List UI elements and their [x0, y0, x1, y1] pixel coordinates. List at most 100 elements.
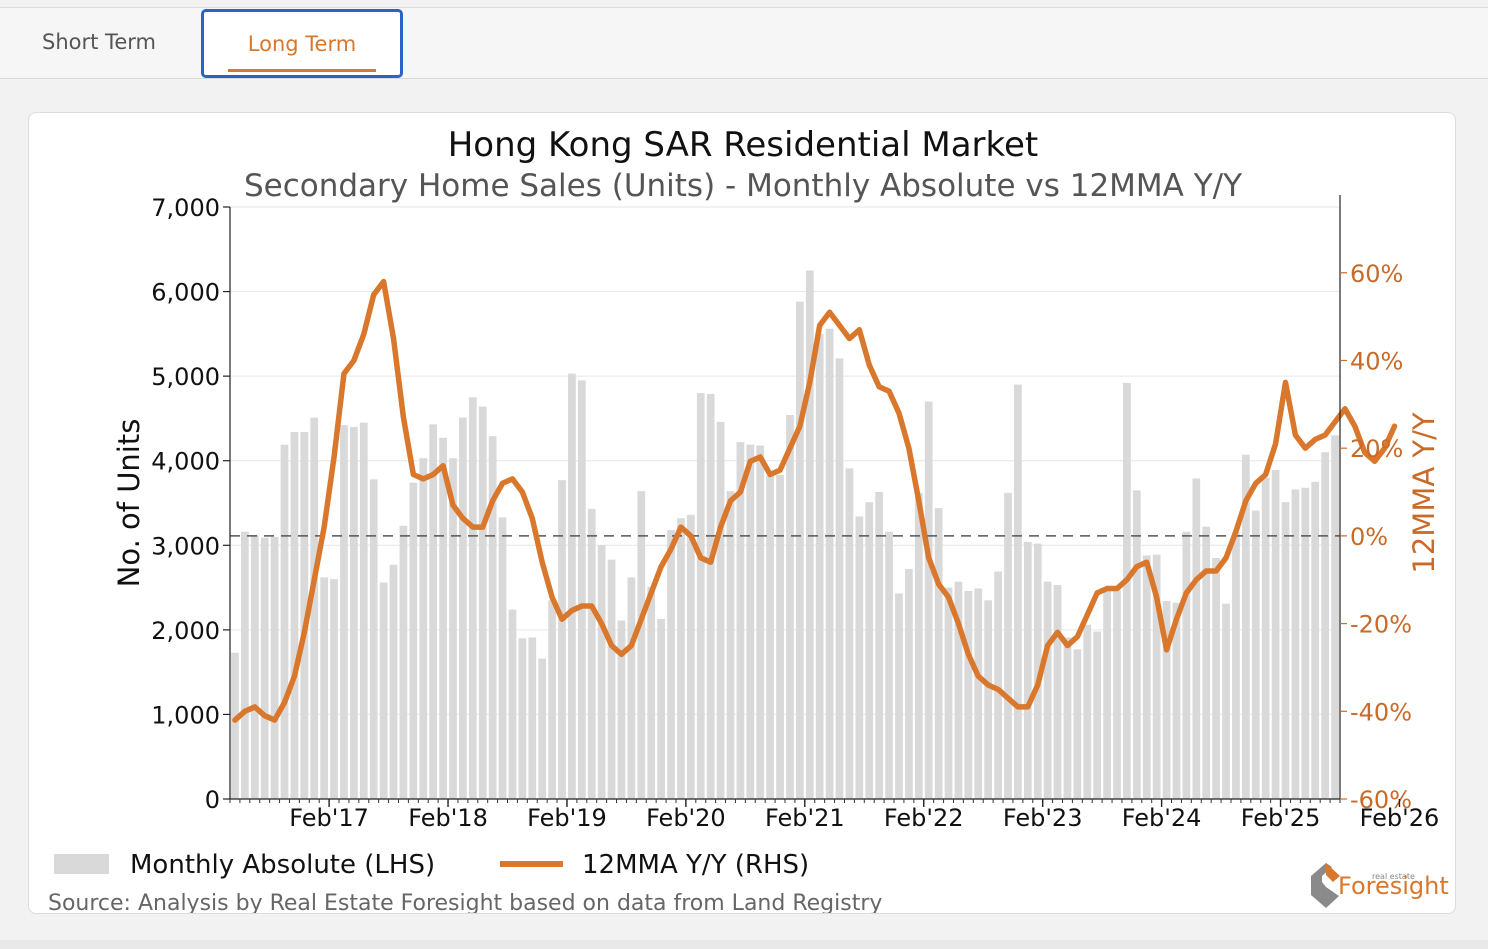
bar	[330, 579, 338, 799]
right-tick-label: -40%	[1350, 698, 1412, 726]
x-axis-ticks: Feb'17 Feb'18 Feb'19 Feb'20 Feb'21 Feb'22 Feb'…	[289, 799, 1439, 832]
bar	[1301, 487, 1310, 799]
left-tick-label: 5,000	[151, 363, 220, 391]
bar	[449, 458, 457, 799]
left-tick-label: 7,000	[151, 194, 220, 222]
bar	[568, 373, 576, 799]
bar	[1212, 557, 1220, 799]
bar	[350, 426, 358, 799]
top-divider	[0, 7, 1488, 8]
bar	[815, 333, 824, 799]
bar	[429, 424, 438, 799]
bar	[528, 637, 537, 799]
page-bottom-edge	[0, 940, 1488, 949]
left-tick-label: 0	[205, 786, 220, 814]
tab-long-term[interactable]: Long Term	[201, 9, 403, 78]
bar	[637, 491, 646, 799]
bar	[657, 618, 665, 799]
bar	[1142, 555, 1151, 799]
bar	[1083, 624, 1092, 799]
bar	[776, 475, 784, 799]
foresight-logo: real estate Foresight	[1311, 863, 1449, 908]
legend-line-label: 12MMA Y/Y (RHS)	[582, 850, 809, 880]
legend-bar-swatch	[54, 854, 109, 874]
tab-short-term[interactable]: Short Term	[0, 8, 198, 76]
bar	[310, 417, 319, 799]
bar	[1261, 477, 1270, 799]
bar	[270, 536, 279, 799]
bar	[439, 437, 447, 799]
series-line-12mma	[232, 278, 1398, 723]
bar	[895, 593, 903, 799]
bar	[786, 415, 794, 799]
bar	[538, 658, 547, 799]
bar	[766, 475, 774, 799]
logo-main-text: Foresight	[1338, 872, 1449, 900]
right-tick-label: 0%	[1350, 523, 1388, 551]
chart-subtitle: Secondary Home Sales (Units) - Monthly A…	[244, 168, 1242, 204]
bar	[1182, 531, 1191, 799]
bar	[260, 537, 269, 799]
chart: Hong Kong SAR Residential Market Seconda…	[48, 125, 1449, 916]
x-tick-label: Feb'20	[646, 804, 726, 832]
bar	[280, 444, 289, 799]
bar	[974, 588, 983, 799]
bar	[994, 571, 1002, 799]
bar	[320, 577, 329, 799]
right-tick-label: 40%	[1350, 347, 1403, 375]
right-tick-label: 20%	[1350, 435, 1403, 463]
bar	[855, 516, 864, 799]
left-tick-label: 2,000	[151, 617, 220, 645]
bar	[1123, 382, 1131, 799]
bar	[1311, 481, 1320, 799]
bar	[1192, 478, 1201, 799]
bar	[1093, 631, 1102, 799]
bar	[825, 328, 834, 799]
bar	[478, 406, 487, 799]
bar	[419, 458, 428, 799]
x-tick-label: Feb'19	[527, 804, 607, 832]
bar	[558, 480, 566, 799]
bar	[468, 397, 477, 799]
bar	[1103, 590, 1111, 799]
bar	[231, 652, 239, 799]
x-tick-label: Feb'23	[1003, 804, 1083, 832]
right-tick-label: 60%	[1350, 260, 1403, 288]
bar	[964, 590, 973, 799]
bar	[548, 600, 556, 799]
bar	[1251, 510, 1260, 799]
axes	[229, 195, 1341, 803]
bar	[944, 587, 953, 799]
source-note: Source: Analysis by Real Estate Foresigh…	[48, 891, 882, 913]
bar	[716, 421, 725, 799]
bar	[241, 531, 249, 799]
bar	[518, 638, 527, 799]
bar	[1043, 581, 1052, 799]
bar	[726, 491, 735, 799]
bar	[340, 425, 348, 799]
bar	[805, 270, 814, 799]
bar	[459, 417, 467, 799]
logo-mark	[1311, 863, 1339, 908]
bar	[1073, 649, 1082, 799]
right-axis-label: 12MMA Y/Y	[1407, 412, 1441, 573]
bar	[746, 444, 755, 799]
left-tick-label: 1,000	[151, 701, 220, 729]
bar	[1053, 585, 1062, 799]
legend: Monthly Absolute (LHS) 12MMA Y/Y (RHS)	[54, 850, 809, 880]
bar	[756, 445, 765, 799]
bar	[617, 620, 626, 799]
bar	[647, 586, 656, 799]
bar	[627, 577, 636, 799]
bar	[796, 301, 804, 799]
tab-short-term-label: Short Term	[42, 30, 156, 54]
bar	[696, 393, 705, 799]
bar	[1152, 554, 1161, 799]
bar	[1113, 590, 1121, 799]
bar	[934, 508, 943, 799]
bar	[736, 442, 745, 799]
active-tab-indicator	[228, 69, 376, 72]
bar	[389, 564, 398, 799]
logo-small-text: real estate	[1372, 872, 1415, 881]
bar	[359, 422, 368, 799]
